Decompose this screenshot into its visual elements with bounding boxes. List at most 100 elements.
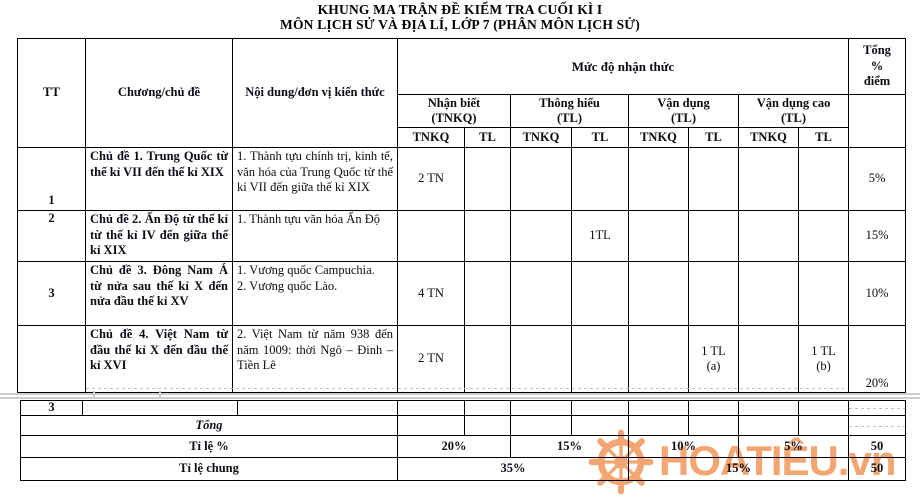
header-sub-tl: TL [797, 127, 850, 148]
empty-cell [571, 415, 629, 436]
percent-total: 50 [848, 435, 906, 458]
cell-value [464, 210, 511, 262]
cell-value [628, 147, 689, 211]
header-content: Nội dung/đơn vị kiến thức [232, 38, 398, 148]
cell-value [571, 325, 629, 393]
empty-cell [798, 400, 849, 416]
cell-total: 5% [848, 147, 907, 211]
empty-cell [82, 400, 238, 416]
cell-value [464, 147, 511, 211]
cell-tt: 2 [17, 210, 86, 262]
cell-content: 2. Việt Nam từ năm 938 đến năm 1009: thờ… [232, 325, 398, 393]
table-continuation-dash [86, 388, 844, 389]
empty-cell [628, 400, 689, 416]
page-title: KHUNG MA TRẬN ĐỀ KIỂM TRA CUỐI KÌ I MÔN … [0, 2, 920, 32]
empty-cell [688, 415, 739, 436]
empty-cell [798, 415, 849, 436]
empty-cell [464, 415, 511, 436]
cell-total: 20% [848, 325, 907, 393]
cell-value [510, 210, 572, 262]
page-break-band [0, 393, 920, 399]
cell-value [797, 210, 850, 262]
header-sub-tl: TL [688, 127, 739, 148]
header-total: Tổng % điểm [848, 38, 907, 95]
cell-chapter: Chủ đề 4. Việt Nam từ đầu thế kỉ X đến đ… [85, 325, 233, 393]
cell-value [628, 261, 689, 326]
cell-content: 1. Thành tựu văn hóa Ấn Độ [232, 210, 398, 262]
header-tt: TT [17, 38, 86, 148]
empty-cell [848, 415, 906, 436]
header-sub-tnkq: TNKQ [510, 127, 572, 148]
percent-van-dung-cao: 5% [738, 435, 849, 458]
cell-value [571, 147, 629, 211]
header-total-spacer [848, 94, 907, 148]
total-row-label: Tổng [20, 415, 398, 436]
summary-percent-row: Tỉ lệ % 20% 15% 10% 5% 50 [20, 435, 906, 458]
cell-value [628, 325, 689, 393]
common-percent-left: 35% [397, 457, 629, 481]
cell-value: 1 TL (a) [688, 325, 739, 393]
cell-content: 1. Vương quốc Campuchia. 2. Vương quốc L… [232, 261, 398, 326]
cell-value: 4 TN [397, 261, 465, 326]
header-sub-tnkq: TNKQ [628, 127, 689, 148]
cell-value [797, 147, 850, 211]
percent-thong-hieu: 15% [510, 435, 629, 458]
header-sub-tl: TL [571, 127, 629, 148]
percent-van-dung: 10% [628, 435, 739, 458]
empty-cell [237, 400, 398, 416]
empty-cell [738, 415, 799, 436]
summary-total-row: Tổng [20, 415, 906, 436]
cell-value: 1TL [571, 210, 629, 262]
table-row: 3 Chủ đề 3. Đông Nam Á từ nửa sau thế kỉ… [17, 261, 907, 326]
cell-value [688, 261, 739, 326]
common-percent-label: Tỉ lệ chung [20, 457, 398, 481]
cell-total: 10% [848, 261, 907, 326]
header-group-van-dung-cao: Vận dụng cao (TL) [737, 94, 850, 128]
table-row: 2 Chủ đề 2. Ấn Độ từ thế kỉ từ thế kỉ IV… [17, 210, 907, 262]
header-group-thong-hieu: Thông hiểu (TL) [510, 94, 629, 128]
empty-cell [738, 400, 799, 416]
cell-value [464, 261, 511, 326]
table-row: 1 Chủ đề 1. Trung Quốc từ thế kỉ VII đến… [17, 147, 907, 211]
matrix-table: TT Chương/chủ đề Nội dung/đơn vị kiến th… [17, 38, 907, 393]
header-group-van-dung: Vận dụng (TL) [628, 94, 739, 128]
cell-value [738, 261, 799, 326]
empty-cell [397, 400, 465, 416]
table-row: Chủ đề 4. Việt Nam từ đầu thế kỉ X đến đ… [17, 325, 907, 393]
header-sub-tnkq: TNKQ [397, 127, 465, 148]
empty-cell [628, 415, 689, 436]
cell-chapter: Chủ đề 2. Ấn Độ từ thế kỉ từ thế kỉ IV đ… [85, 210, 233, 262]
empty-cell [510, 415, 572, 436]
table-split-mark [93, 391, 161, 399]
cell-value [571, 261, 629, 326]
cell-value [510, 261, 572, 326]
cell-total: 15% [848, 210, 907, 262]
cell-tt: 3 [17, 261, 86, 326]
empty-cell [510, 400, 572, 416]
empty-cell [688, 400, 739, 416]
cell-content: 1. Thành tựu chính trị, kinh tế, văn hóa… [232, 147, 398, 211]
cell-tt [17, 325, 86, 393]
cell-value [738, 210, 799, 262]
cell-chapter: Chủ đề 1. Trung Quốc từ thế kỉ VII đến t… [85, 147, 233, 211]
cell-value [738, 325, 799, 393]
cell-value [738, 147, 799, 211]
empty-cell [848, 400, 906, 416]
header-chapter: Chương/chủ đề [85, 38, 233, 148]
cell-tt: 1 [17, 147, 86, 211]
header-levels: Mức độ nhận thức [396, 38, 850, 95]
cell-value [464, 325, 511, 393]
common-percent-right: 15% [628, 457, 849, 481]
percent-row-label: Tỉ lệ % [20, 435, 398, 458]
cell-value: 2 TN [397, 147, 465, 211]
cell-value [628, 210, 689, 262]
cell-value [397, 210, 465, 262]
empty-cell [397, 415, 465, 436]
percent-nhan-biet: 20% [397, 435, 511, 458]
title-line-2: MÔN LỊCH SỬ VÀ ĐỊA LÍ, LỚP 7 (PHÂN MÔN L… [280, 16, 640, 32]
cell-value [510, 325, 572, 393]
summary-common-percent-row: Tỉ lệ chung 35% 15% 50 [20, 457, 906, 481]
cell-value: 2 TN [397, 325, 465, 393]
summary-continuation-row: 3 [20, 400, 906, 416]
